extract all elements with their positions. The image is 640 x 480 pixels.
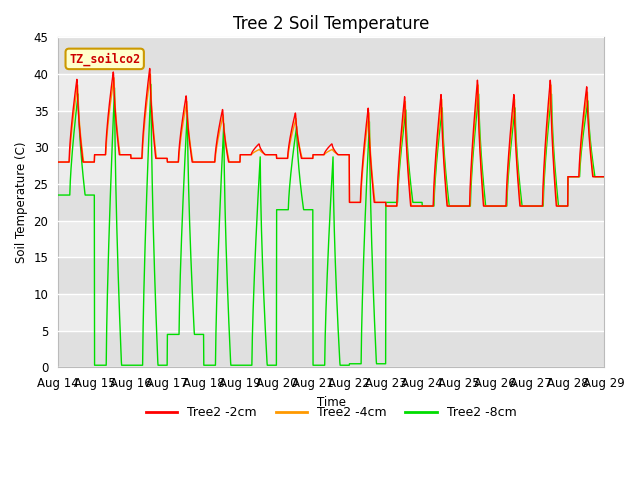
Bar	[58, 147, 604, 184]
Bar	[58, 111, 604, 147]
Bar	[58, 294, 604, 331]
Bar	[58, 37, 604, 74]
Tree2 -2cm	[347, 200, 355, 205]
Tree2 -2cm	[552, 203, 560, 209]
Title: Tree 2 Soil Temperature: Tree 2 Soil Temperature	[233, 15, 429, 33]
Legend: Tree2 -2cm, Tree2 -4cm, Tree2 -8cm: Tree2 -2cm, Tree2 -4cm, Tree2 -8cm	[141, 401, 521, 424]
Tree2 -2cm	[490, 203, 498, 209]
Tree2 -2cm	[146, 66, 154, 72]
Bar	[58, 331, 604, 367]
Tree2 -8cm	[54, 192, 62, 198]
Tree2 -4cm	[568, 174, 575, 180]
Y-axis label: Soil Temperature (C): Soil Temperature (C)	[15, 142, 28, 263]
Tree2 -8cm	[348, 361, 355, 367]
Line: Tree2 -4cm: Tree2 -4cm	[58, 74, 604, 206]
Tree2 -8cm	[147, 82, 155, 87]
Tree2 -8cm	[568, 174, 575, 180]
Tree2 -4cm	[552, 194, 560, 200]
Bar	[58, 257, 604, 294]
Tree2 -8cm	[490, 203, 498, 209]
Tree2 -4cm	[347, 200, 355, 205]
Tree2 -2cm	[359, 157, 367, 163]
Tree2 -4cm	[600, 174, 608, 180]
Tree2 -8cm	[207, 362, 215, 368]
Line: Tree2 -8cm: Tree2 -8cm	[58, 84, 604, 365]
Bar	[58, 74, 604, 111]
Tree2 -8cm	[552, 180, 560, 186]
Tree2 -4cm	[359, 165, 367, 170]
Text: TZ_soilco2: TZ_soilco2	[69, 52, 140, 66]
Bar	[58, 221, 604, 257]
Tree2 -2cm	[568, 174, 575, 180]
Tree2 -2cm	[54, 159, 62, 165]
Tree2 -4cm	[490, 203, 498, 209]
Tree2 -8cm	[91, 362, 99, 368]
Tree2 -2cm	[600, 174, 608, 180]
Line: Tree2 -2cm: Tree2 -2cm	[58, 69, 604, 206]
Tree2 -8cm	[359, 272, 367, 277]
Tree2 -4cm	[207, 159, 214, 165]
Bar	[58, 184, 604, 221]
Tree2 -4cm	[382, 203, 390, 209]
Tree2 -8cm	[600, 174, 608, 180]
Tree2 -4cm	[54, 159, 62, 165]
Tree2 -4cm	[147, 72, 154, 77]
X-axis label: Time: Time	[317, 396, 346, 408]
Tree2 -2cm	[207, 159, 214, 165]
Tree2 -2cm	[382, 203, 390, 209]
